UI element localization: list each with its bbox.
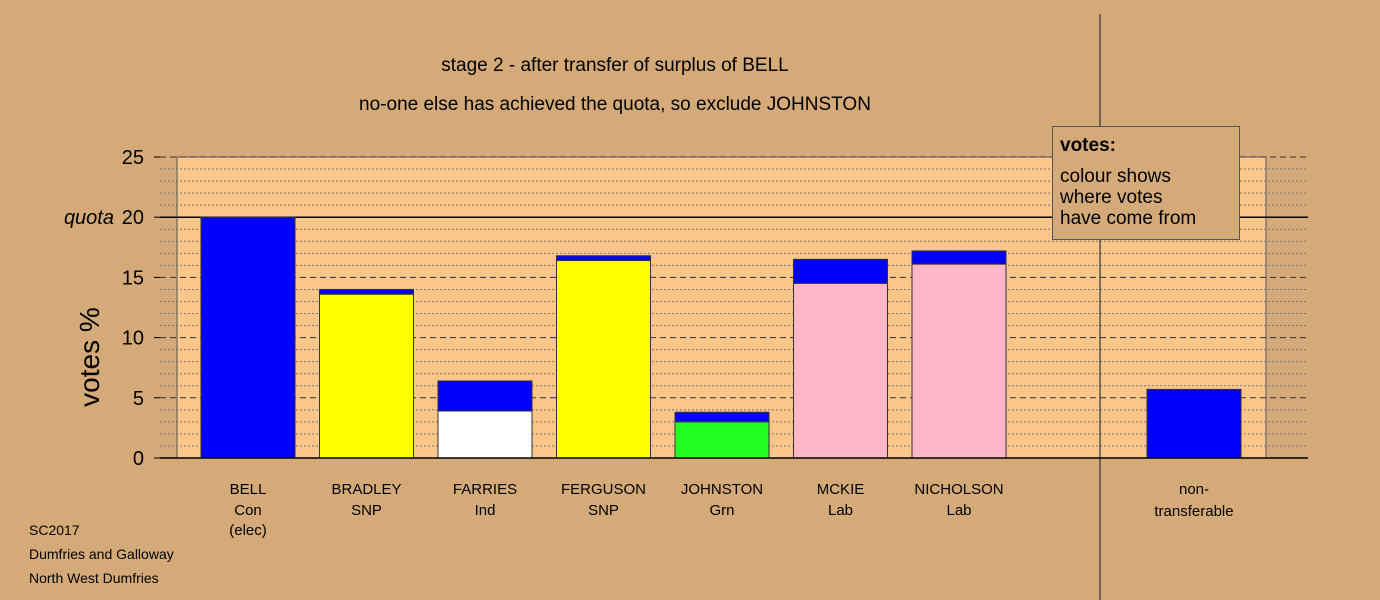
candidate-name-label: FARRIES [453,481,517,498]
bar-base-segment [437,410,533,459]
bar-transfer-segment [319,288,414,295]
candidate-status-label: (elec) [229,522,267,539]
candidate-party-label: SNP [351,502,382,519]
candidate-name-label: JOHNSTON [681,481,763,498]
candidate-party-label: Grn [709,502,734,519]
candidate-party-label: SNP [588,502,619,519]
chart-title: stage 2 - after transfer of surplus of B… [441,55,789,76]
quota-label: quota [64,207,114,229]
candidate-party-label: Con [234,502,262,519]
candidate-name-label: FERGUSON [561,481,646,498]
legend-box: votes: colour shows where votes have com… [1052,126,1240,240]
y-tick-label: 10 [122,328,144,350]
y-tick-label: 20 [122,207,144,229]
y-tick-label: 25 [122,147,144,169]
bar-transfer-segment [556,255,651,262]
bar-base-segment [911,263,1007,459]
footer-council: Dumfries and Galloway [29,546,174,562]
bar-base-segment [200,216,296,459]
candidate-name-label: MCKIE [817,481,865,498]
bar-transfer-segment [437,380,533,412]
y-tick-label: 5 [133,388,144,410]
bar-base-segment [556,260,651,459]
legend-line-1: colour shows [1060,166,1171,187]
bar-transfer-segment [674,411,770,423]
candidate-party-label: Lab [946,502,971,519]
bar-base-segment [674,421,770,459]
candidate-party-label: Ind [475,502,496,519]
bar-non-transferable [1146,388,1242,459]
y-tick-label: 0 [133,448,144,470]
non-transferable-label: non- [1179,481,1209,498]
non-transferable-label: transferable [1154,503,1233,520]
candidate-party-label: Lab [828,502,853,519]
candidate-name-label: NICHOLSON [914,481,1003,498]
candidate-name-label: BELL [230,481,267,498]
legend-line-2: where votes [1060,187,1163,208]
candidate-name-label: BRADLEY [331,481,401,498]
footer-ward: North West Dumfries [29,570,159,586]
bar-base-segment [319,293,414,459]
bar-transfer-segment [793,258,888,284]
bar-transfer-segment [911,250,1007,265]
footer-election: SC2017 [29,522,80,538]
legend-heading: votes: [1060,135,1116,156]
y-axis-label: votes % [74,307,105,407]
legend-line-3: have come from [1060,208,1197,229]
y-tick-label: 15 [122,267,144,289]
bar-base-segment [793,282,888,459]
chart-subtitle: no-one else has achieved the quota, so e… [359,94,871,115]
